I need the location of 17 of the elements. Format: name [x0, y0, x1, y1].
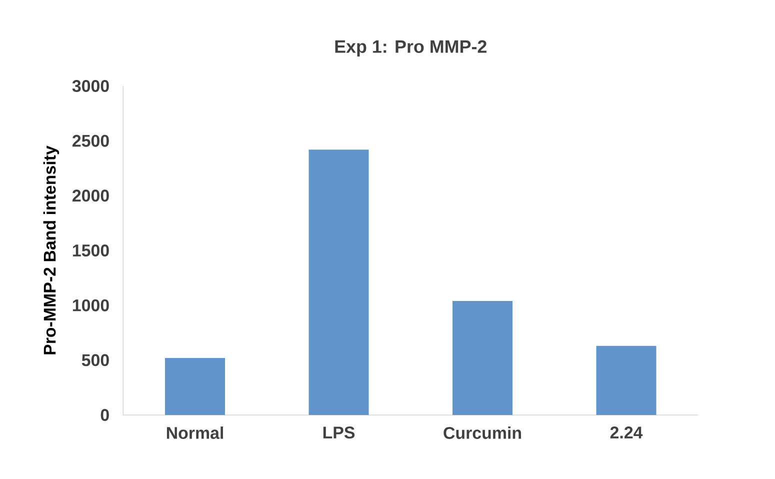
y-tick-label: 2000 — [72, 190, 109, 202]
y-tick-label: 1000 — [72, 299, 109, 312]
bar — [596, 346, 656, 415]
y-tick-label: 0 — [100, 409, 109, 421]
y-tick-label: 500 — [82, 354, 109, 366]
y-tick-label: 3000 — [72, 80, 109, 92]
y-tick-label: 1500 — [72, 244, 109, 256]
x-tick-label: LPS — [323, 426, 355, 439]
chart-title: Exp 1: Pro MMP-2 — [335, 40, 486, 56]
x-tick-label: 2.24 — [610, 426, 643, 438]
y-axis-title: Pro-MMP-2 Band intensity — [43, 146, 60, 354]
y-tick-label: 2500 — [72, 134, 109, 147]
bar — [452, 300, 513, 415]
bar — [165, 358, 226, 415]
x-tick-label: Curcumin — [444, 426, 521, 439]
bar — [308, 150, 369, 415]
x-tick-label: Normal — [166, 426, 223, 439]
